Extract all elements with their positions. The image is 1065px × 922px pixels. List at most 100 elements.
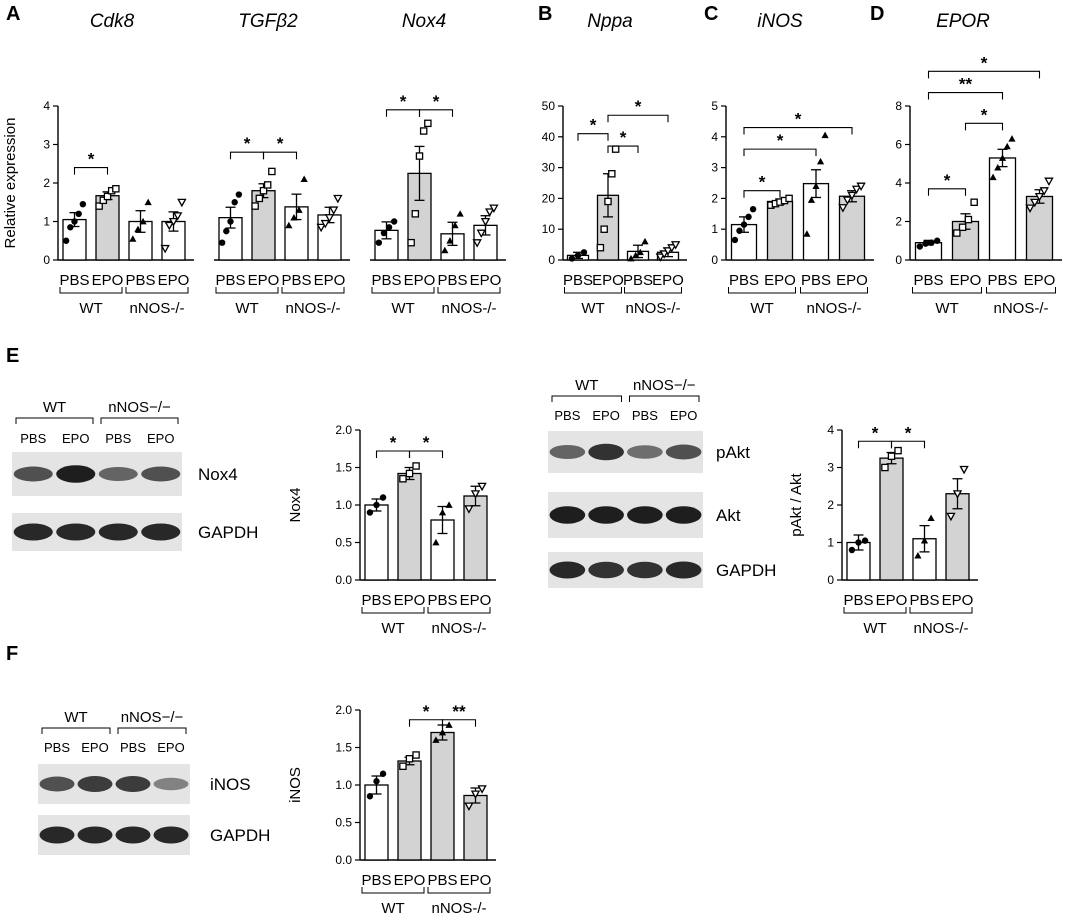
blot-band bbox=[56, 465, 96, 483]
blot-band bbox=[77, 826, 113, 844]
blot-lane-label: PBS bbox=[632, 408, 658, 423]
data-point bbox=[655, 253, 666, 262]
data-point bbox=[856, 182, 866, 192]
group-label: WT bbox=[581, 300, 604, 317]
data-point bbox=[432, 538, 440, 546]
data-point bbox=[255, 194, 264, 203]
data-point bbox=[268, 167, 276, 176]
data-point bbox=[821, 131, 829, 139]
data-point bbox=[838, 204, 848, 213]
significance-bracket bbox=[375, 450, 411, 458]
data-point bbox=[580, 249, 588, 256]
x-tick-label: PBS bbox=[125, 272, 155, 289]
y-tick-label: 2 bbox=[895, 215, 902, 229]
group-label: nNOS-/- bbox=[431, 620, 486, 637]
significance-label: ** bbox=[959, 75, 973, 94]
blot-band bbox=[13, 466, 53, 482]
bar-2 bbox=[879, 457, 904, 581]
blot-group-bracket bbox=[629, 395, 700, 402]
data-point bbox=[79, 200, 87, 208]
data-point bbox=[920, 537, 929, 544]
data-point bbox=[419, 127, 428, 135]
data-point bbox=[333, 194, 343, 204]
x-tick-label: PBS bbox=[59, 272, 89, 289]
data-point bbox=[470, 790, 481, 799]
x-tick-label: PBS bbox=[215, 272, 245, 289]
blot-E-right: WT nNOS−/− PBS EPO PBS EPO pAkt Akt GAPDH bbox=[548, 377, 776, 588]
blot-band-label: Akt bbox=[716, 506, 741, 525]
blot-lane-label: PBS bbox=[20, 431, 46, 446]
significance-label: * bbox=[944, 171, 951, 190]
significance-bracket bbox=[607, 145, 639, 154]
group-label: nNOS-/- bbox=[993, 300, 1048, 317]
blot-lane-label: PBS bbox=[554, 408, 580, 423]
blot-group-label: WT bbox=[64, 709, 87, 726]
group-label: WT bbox=[750, 300, 773, 317]
data-point bbox=[604, 197, 612, 206]
data-point bbox=[1003, 142, 1011, 150]
y-tick-label: 0 bbox=[548, 253, 555, 267]
y-tick-label: 2 bbox=[43, 176, 50, 190]
significance-bracket bbox=[408, 450, 444, 458]
blot-band-label: Nox4 bbox=[198, 465, 238, 484]
blot-band bbox=[588, 506, 624, 524]
group-bracket bbox=[371, 287, 435, 294]
group-bracket bbox=[427, 887, 491, 894]
x-tick-label: PBS bbox=[437, 272, 467, 289]
group-label: nNOS-/- bbox=[913, 620, 968, 637]
x-tick-label: EPO bbox=[92, 272, 124, 289]
blot-band bbox=[98, 523, 138, 541]
significance-bracket bbox=[927, 91, 1004, 100]
blot-band bbox=[665, 506, 702, 524]
blot-lane-label: EPO bbox=[147, 431, 174, 446]
data-point bbox=[380, 229, 388, 237]
blot-group-label: WT bbox=[43, 399, 66, 416]
y-tick-label: 6 bbox=[895, 138, 902, 152]
blot-band bbox=[115, 776, 151, 792]
blot-band bbox=[153, 826, 189, 844]
data-point bbox=[103, 192, 112, 201]
y-tick-label: 20 bbox=[542, 191, 556, 205]
chart-title: iNOS bbox=[757, 11, 803, 32]
blot-band-label: GAPDH bbox=[716, 561, 776, 580]
y-tick-label: 1.5 bbox=[335, 461, 352, 475]
panel-letter-a: A bbox=[6, 3, 20, 25]
x-tick-label: EPO bbox=[876, 592, 908, 609]
bar-2 bbox=[766, 200, 794, 261]
significance-bracket bbox=[385, 109, 421, 117]
blot-lane-label: EPO bbox=[157, 740, 184, 755]
panel-letter-b: B bbox=[538, 3, 552, 25]
group-bracket bbox=[125, 287, 189, 294]
x-tick-label: EPO bbox=[314, 272, 346, 289]
blot-band bbox=[39, 776, 75, 792]
group-bracket bbox=[728, 287, 796, 294]
x-tick-label: PBS bbox=[913, 272, 943, 289]
y-tick-label: 50 bbox=[542, 99, 556, 113]
significance-bracket bbox=[262, 151, 298, 160]
x-tick-label: EPO bbox=[836, 272, 868, 289]
y-tick-label: 4 bbox=[827, 423, 834, 437]
data-point bbox=[316, 223, 326, 233]
bar-3 bbox=[430, 731, 455, 861]
panel-letter-d: D bbox=[870, 3, 884, 25]
significance-label: * bbox=[795, 110, 802, 129]
data-point bbox=[731, 236, 739, 244]
blot-group-label: WT bbox=[575, 377, 598, 394]
data-point bbox=[415, 152, 424, 160]
group-bracket bbox=[909, 607, 973, 614]
significance-bracket bbox=[73, 167, 109, 175]
data-point bbox=[894, 446, 902, 455]
data-point bbox=[928, 239, 935, 246]
group-label: WT bbox=[235, 300, 258, 317]
x-tick-label: PBS bbox=[843, 592, 873, 609]
data-point bbox=[989, 173, 997, 181]
x-tick-label: EPO bbox=[394, 872, 426, 889]
y-tick-label: 2.0 bbox=[335, 703, 352, 717]
blot-group-label: nNOS−/− bbox=[633, 377, 696, 394]
data-point bbox=[922, 240, 929, 247]
blot-lane-label: EPO bbox=[81, 740, 108, 755]
